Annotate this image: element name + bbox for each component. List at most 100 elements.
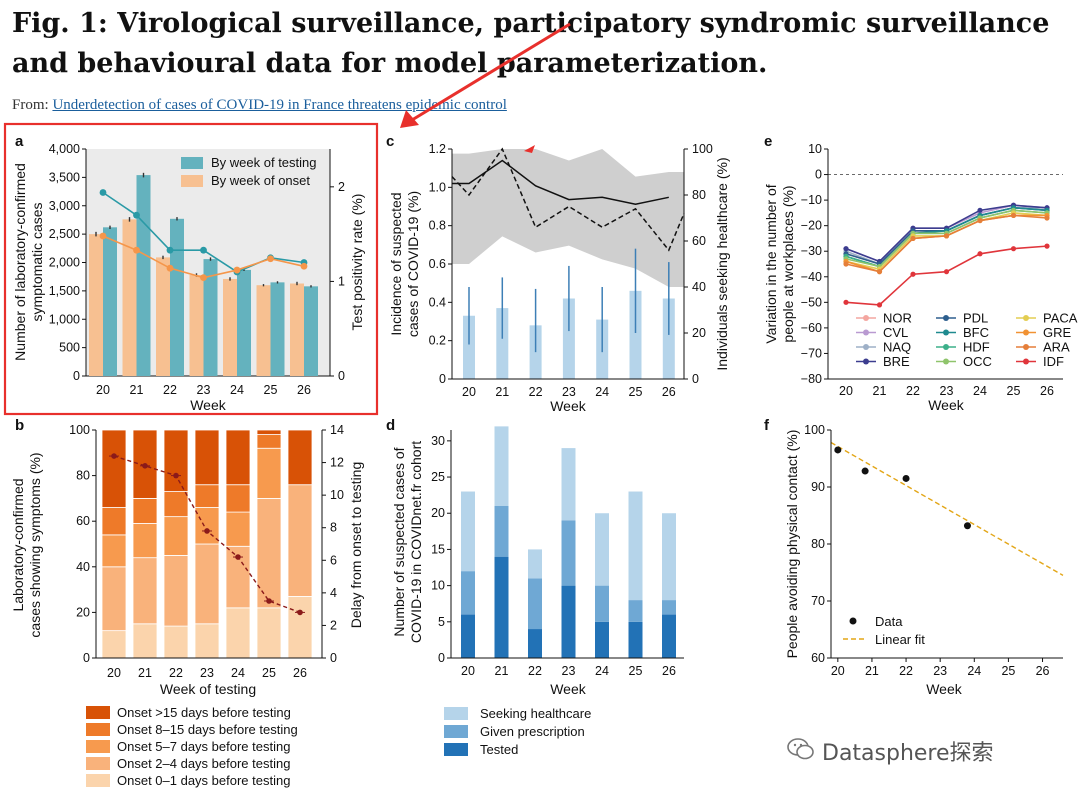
panel-d-stack-segment	[628, 621, 643, 658]
panel-d-ylabel: Number of suspected cases of	[391, 447, 407, 636]
panel-c-xtick-label: 23	[562, 385, 576, 399]
panel-b-stack-segment	[225, 484, 251, 513]
article-link[interactable]: Underdetection of cases of COVID-19 in F…	[52, 97, 507, 113]
panel-b-stack-segment	[101, 534, 127, 568]
panel-e-legend-label: OCC	[963, 354, 992, 369]
panel-a-bar	[156, 257, 170, 376]
panel-f-xtick-label: 22	[899, 664, 913, 678]
panel-d-ytick-label: 15	[431, 542, 445, 556]
panel-d-xtick-label: 25	[629, 664, 643, 678]
panel-d-stack-segment	[628, 600, 643, 622]
panel-d-stack-segment	[595, 621, 609, 658]
panel-e-legend-marker	[943, 329, 949, 336]
panel-d-stack-segment	[528, 629, 542, 658]
panel-d-stack-segment	[662, 600, 676, 615]
panel-f-xtick-label: 25	[1001, 664, 1015, 678]
panel-e-region-point	[843, 299, 849, 305]
panel-f-ytick-label: 90	[811, 480, 825, 494]
panel-a-positivity-point	[166, 264, 174, 272]
panel-d-stack-segment	[461, 491, 475, 572]
panel-b-ytick-label: 0	[83, 651, 90, 665]
panel-e-legend-label: GRE	[1043, 325, 1072, 340]
panel-e-region-point	[1044, 215, 1050, 221]
panel-e-ytick-label: 0	[815, 168, 822, 182]
panel-a-xtick-label: 22	[163, 383, 177, 397]
panel-e-legend-label: BFC	[963, 325, 989, 340]
panel-f-xtick-label: 23	[933, 664, 947, 678]
panel-a-bar	[103, 227, 117, 376]
panel-e-ytick-label: −60	[801, 321, 822, 335]
panel-e-region-point	[876, 269, 883, 275]
panel-f-legend-marker-data	[849, 617, 857, 625]
panel-d-ytick-label: 25	[431, 470, 445, 484]
panel-b-stack-segment	[163, 625, 189, 659]
panel-b-y2tick-label: 4	[330, 586, 337, 600]
panel-e-ytick-label: −10	[801, 193, 822, 207]
panel-b-ytick-label: 40	[76, 560, 90, 574]
panel-c-ytick-label: 1.2	[429, 142, 446, 156]
panel-e-region-point	[910, 235, 916, 242]
panel-c-uncertainty-band	[452, 149, 684, 287]
panel-d-stack-segment	[528, 549, 542, 579]
panel-e-ylabel: people at workplaces (%)	[780, 185, 796, 342]
panel-b-stack-segment	[287, 484, 313, 597]
panel-a-positivity-point	[300, 262, 308, 270]
panel-d-stack-segment	[494, 506, 509, 557]
panel-e-region-point	[1010, 212, 1017, 219]
panel-a-xtick-label: 24	[230, 383, 244, 397]
panel-e-legend-label: ARA	[1043, 340, 1070, 355]
panel-d-stack-segment	[561, 520, 576, 586]
panel-d-stack-segment	[662, 513, 676, 601]
panel-b-legend-label: Onset 5–7 days before testing	[117, 739, 290, 754]
panel-e-region-point	[943, 269, 950, 275]
panel-a-legend-swatch-testing	[181, 157, 203, 169]
panel-c-ylabel: cases of COVID-19 (%)	[405, 191, 421, 337]
panel-b-y2tick-label: 8	[330, 521, 337, 535]
panel-b-stack-segment	[132, 557, 158, 625]
panel-b-y2tick-label: 10	[330, 488, 344, 502]
panel-letter-d: d	[386, 417, 395, 434]
panel-c-bar	[463, 315, 475, 379]
panel-d-legend-swatch	[444, 707, 468, 720]
panel-f-data-point	[834, 446, 842, 454]
panel-b-legend-label: Onset >15 days before testing	[117, 705, 291, 720]
panel-f-ytick-label: 80	[811, 537, 825, 551]
panel-a-ytick-label: 2,500	[49, 227, 80, 241]
panel-b-stack-segment	[194, 543, 220, 625]
panel-e-legend-marker	[943, 358, 949, 365]
panel-e-ytick-label: −20	[801, 219, 822, 233]
panel-e-legend-marker	[943, 344, 949, 350]
panel-d-xtick-label: 22	[528, 664, 542, 678]
panel-a-positivity-point	[99, 232, 107, 240]
panel-b-y2tick-label: 12	[330, 456, 344, 470]
panel-e-legend-marker	[943, 315, 949, 321]
panel-e-region-point	[876, 302, 883, 308]
panel-b-ylabel: Laboratory-confirmed	[10, 478, 26, 611]
panel-b-stack-segment	[132, 497, 158, 524]
panel-a-ylabel: symptomatic cases	[29, 202, 45, 321]
panel-d-xtick-label: 24	[595, 664, 609, 678]
panel-c-bar	[529, 325, 542, 379]
panel-c-y2tick-label: 80	[692, 188, 706, 202]
panel-b-legend-swatch	[86, 774, 110, 787]
panel-b-legend-label: Onset 2–4 days before testing	[117, 756, 290, 771]
from-prefix: From:	[12, 97, 53, 113]
panel-b-stack-segment	[256, 434, 282, 449]
panel-d-xtick-label: 21	[495, 664, 509, 678]
panel-e-legend-label: CVL	[883, 325, 908, 340]
panel-b-xtick-label: 22	[169, 666, 183, 680]
panel-e-ytick-label: −50	[801, 295, 822, 309]
panel-b-ytick-label: 100	[69, 423, 90, 437]
panel-b-y2tick-label: 2	[330, 618, 337, 632]
panel-a-bar	[304, 286, 318, 376]
panel-b-y2tick-label: 14	[330, 423, 344, 437]
panel-a-positivity-point	[200, 274, 207, 282]
panel-d-legend-label: Tested	[480, 742, 518, 757]
panel-letter-f: f	[764, 417, 770, 434]
panel-e-legend-marker	[863, 315, 869, 321]
panel-e-legend-label: IDF	[1043, 354, 1064, 369]
panel-a-bar	[203, 259, 218, 376]
panel-letter-a: a	[15, 133, 24, 150]
panel-letter-c: c	[386, 133, 394, 150]
